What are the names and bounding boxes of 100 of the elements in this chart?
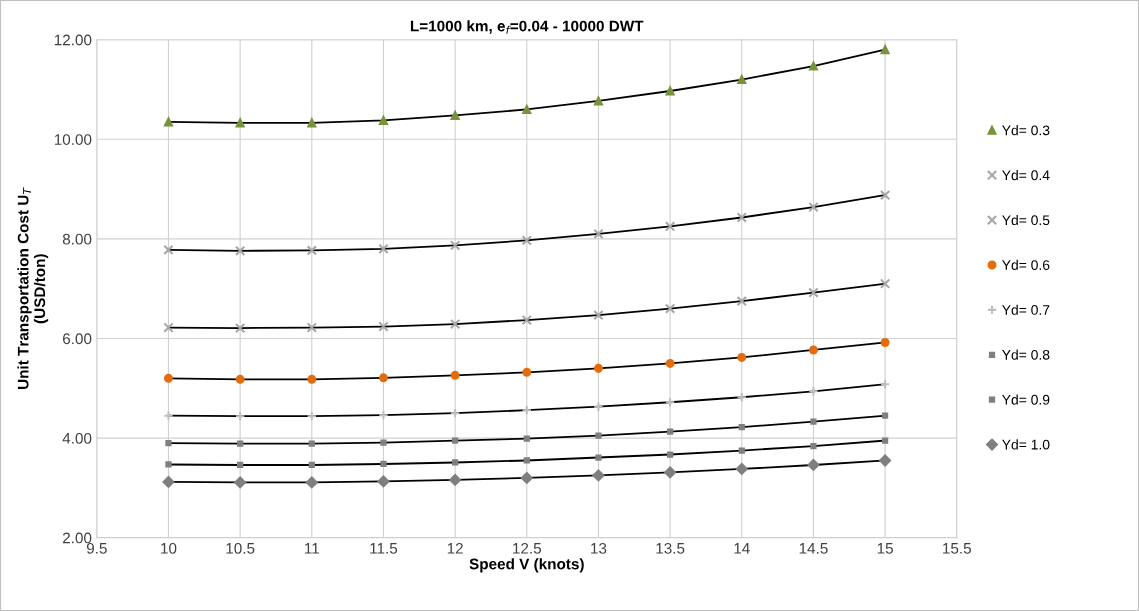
x-tick-label: 11 xyxy=(305,543,319,554)
point xyxy=(738,447,745,454)
point xyxy=(664,221,676,232)
point xyxy=(450,370,460,380)
y-tick-label: 8.00 xyxy=(62,233,92,245)
point xyxy=(879,454,892,467)
point xyxy=(522,104,532,114)
point xyxy=(377,475,390,488)
point xyxy=(308,461,315,469)
y-tick-label: 2.00 xyxy=(62,532,92,544)
point xyxy=(521,314,532,326)
text: Unit Transportation Cost U$_{T}$ (USD/ton) xyxy=(17,187,49,389)
y-tick-label: 12.00 xyxy=(54,34,92,46)
point xyxy=(235,374,245,384)
point xyxy=(736,295,747,307)
x-tick-label: 11.5 xyxy=(370,543,398,554)
point xyxy=(237,461,244,469)
legend-label: Yd= 0.8 xyxy=(1002,349,1050,360)
x-tick-label: 12 xyxy=(447,542,463,554)
point xyxy=(452,459,459,466)
point xyxy=(234,245,246,257)
point xyxy=(378,115,388,125)
legend-label: Yd= 0.7 xyxy=(1002,304,1050,315)
y-tick-label: 6.00 xyxy=(63,333,92,345)
point xyxy=(380,439,387,446)
x-tick-label: 12.5 xyxy=(513,542,542,554)
point xyxy=(737,75,747,85)
legend-label: Yd= 0.9 xyxy=(1002,394,1050,405)
point xyxy=(664,303,676,314)
legend-label: Yd= 0.5 xyxy=(1002,214,1050,226)
point xyxy=(452,437,459,444)
x-tick-label: 15 xyxy=(877,543,893,554)
legend-label: Yd= 0.6 xyxy=(1002,259,1050,270)
point xyxy=(380,460,387,468)
point xyxy=(163,117,173,127)
point xyxy=(735,463,748,475)
point xyxy=(234,476,247,489)
point xyxy=(808,345,818,355)
point xyxy=(234,322,246,334)
x-tick-label: 14 xyxy=(734,543,750,554)
point xyxy=(305,476,318,489)
point xyxy=(738,424,745,431)
point xyxy=(235,118,245,128)
point xyxy=(163,410,174,421)
point xyxy=(810,418,817,425)
legend-label: Yd= 0.4 xyxy=(1002,170,1050,181)
point xyxy=(593,309,604,321)
y-tick-label: 10.00 xyxy=(54,134,92,145)
x-tick-label: 10 xyxy=(161,542,177,554)
point xyxy=(595,454,602,461)
point xyxy=(163,244,174,256)
point xyxy=(808,287,819,298)
point xyxy=(593,96,603,106)
point xyxy=(595,432,602,439)
point xyxy=(521,235,532,246)
point xyxy=(450,110,460,120)
point xyxy=(665,358,675,368)
x-tick-label: 9.5 xyxy=(86,542,107,554)
point xyxy=(520,471,533,484)
point xyxy=(881,437,889,444)
x-tick-label: 10.5 xyxy=(226,542,255,554)
point xyxy=(666,451,674,458)
point xyxy=(665,86,675,96)
point xyxy=(306,245,318,256)
point xyxy=(592,469,605,482)
x-tick-label: 14.5 xyxy=(799,543,828,554)
point xyxy=(807,459,820,471)
point xyxy=(810,442,817,450)
y-tick-label: 4.00 xyxy=(62,432,92,444)
point xyxy=(237,440,244,447)
point xyxy=(666,428,674,435)
point xyxy=(808,201,819,213)
point xyxy=(879,278,891,289)
point xyxy=(523,457,530,464)
x-tick-label: 15.5 xyxy=(943,543,971,554)
point xyxy=(162,475,175,488)
point xyxy=(165,461,172,468)
point xyxy=(522,367,532,377)
x-tick-label: 13.5 xyxy=(656,542,685,554)
x-tick-label: 13 xyxy=(591,542,607,554)
point xyxy=(378,321,389,332)
legend-label: Yd= 0.3 xyxy=(1002,125,1050,136)
point xyxy=(449,240,461,251)
point xyxy=(165,439,172,447)
point xyxy=(664,466,677,479)
point xyxy=(737,352,747,362)
point xyxy=(378,243,389,255)
point xyxy=(880,337,890,347)
point xyxy=(449,318,461,330)
point xyxy=(593,228,604,240)
point xyxy=(523,435,530,442)
point xyxy=(593,363,603,373)
point xyxy=(306,322,318,333)
point xyxy=(808,61,818,71)
point xyxy=(163,373,173,383)
point xyxy=(163,322,174,333)
point xyxy=(449,473,462,486)
point xyxy=(736,212,747,223)
chart-title: L=1000 km, e$_{f}$=0.04 - 10000 DWT xyxy=(410,20,644,34)
point xyxy=(307,374,317,384)
